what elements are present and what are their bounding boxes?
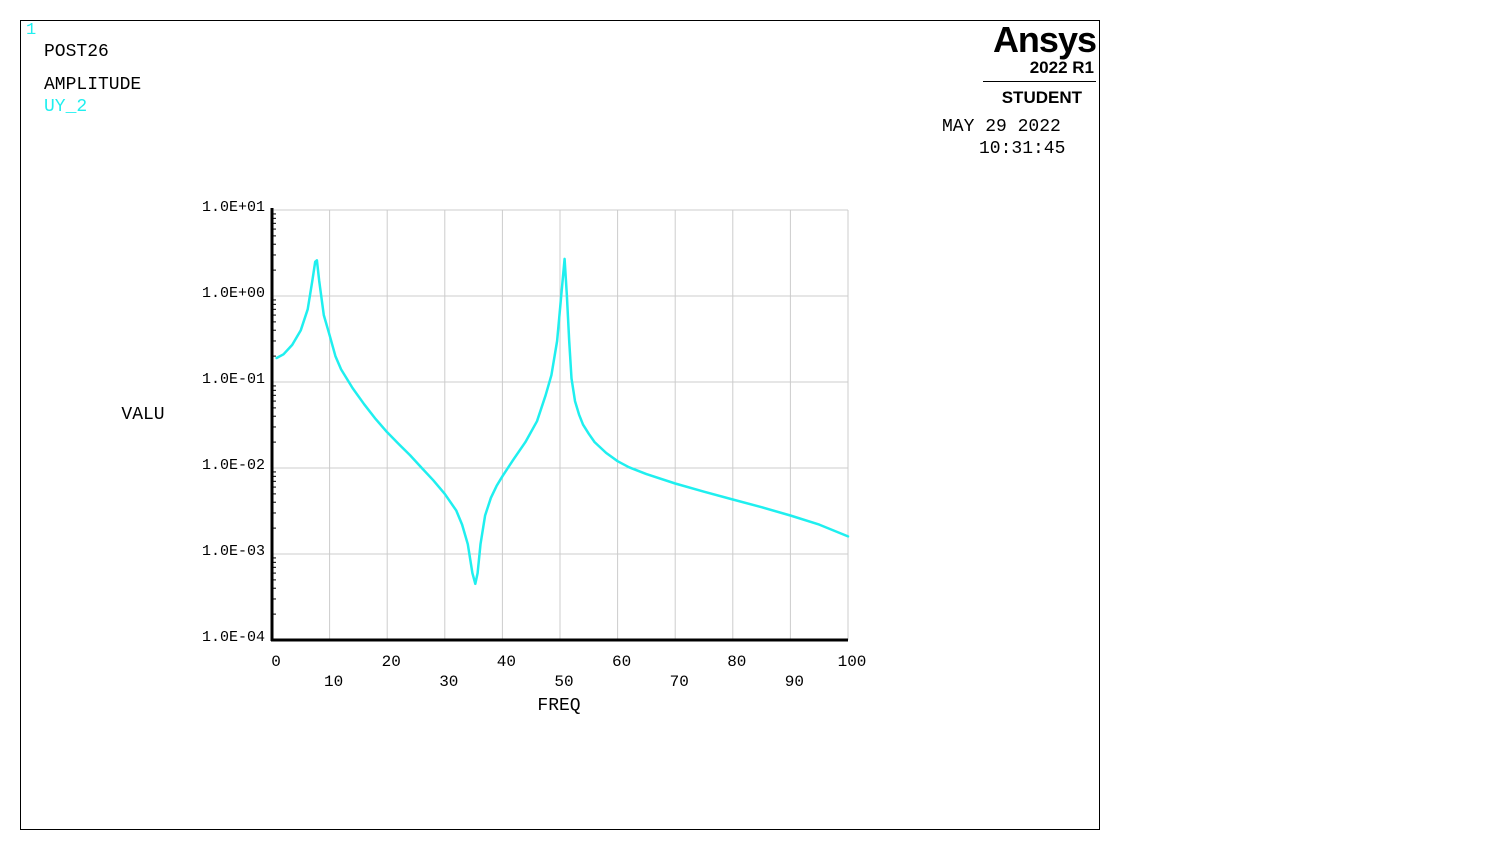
logo-divider: [983, 81, 1096, 82]
graphics-window: [20, 20, 1100, 830]
x-tick-label: 60: [612, 653, 631, 671]
series-legend-label: UY_2: [44, 97, 88, 117]
x-tick-label: 100: [838, 653, 867, 671]
y-tick-label: 1.0E-03: [202, 543, 265, 560]
x-tick-label: 50: [554, 673, 573, 691]
logo-edition: STUDENT: [1001, 88, 1082, 107]
plot-title: AMPLITUDE: [44, 75, 142, 95]
x-tick-label: 30: [439, 673, 458, 691]
series-line-uy-2: [275, 257, 850, 586]
x-tick-label: 80: [727, 653, 746, 671]
x-tick-label: 90: [785, 673, 804, 691]
logo-brand: Ansys: [992, 19, 1097, 60]
window-number: 1: [26, 21, 37, 40]
y-axis-label: VALU: [121, 405, 164, 425]
logo-version: 2022 R1: [1029, 58, 1094, 77]
date-stamp: MAY 29 2022: [942, 117, 1061, 137]
chart-grid: [272, 209, 849, 640]
x-tick-label: 20: [382, 653, 401, 671]
y-tick-label: 1.0E-01: [202, 371, 265, 388]
y-tick-label: 1.0E-02: [202, 457, 265, 474]
time-stamp: 10:31:45: [979, 139, 1066, 159]
ansys-logo: Ansys 2022 R1 STUDENT: [980, 20, 1098, 110]
x-tick-label: 10: [324, 673, 343, 691]
y-tick-label: 1.0E-04: [202, 629, 265, 646]
y-tick-label: 1.0E+00: [202, 285, 265, 302]
chart-series-layer: [275, 257, 850, 586]
x-tick-label: 40: [497, 653, 516, 671]
y-tick-label: 1.0E+01: [202, 199, 265, 216]
chart-tick-labels: 0 10 20 30 40 50 60 70 80 90 100 1.0E-04 1.0E-03 1.0E…: [202, 199, 866, 691]
processor-label: POST26: [44, 42, 109, 62]
x-axis-label: FREQ: [537, 696, 580, 716]
x-tick-label: 0: [271, 653, 281, 671]
x-tick-label: 70: [670, 673, 689, 691]
chart-axes: [270, 208, 848, 642]
